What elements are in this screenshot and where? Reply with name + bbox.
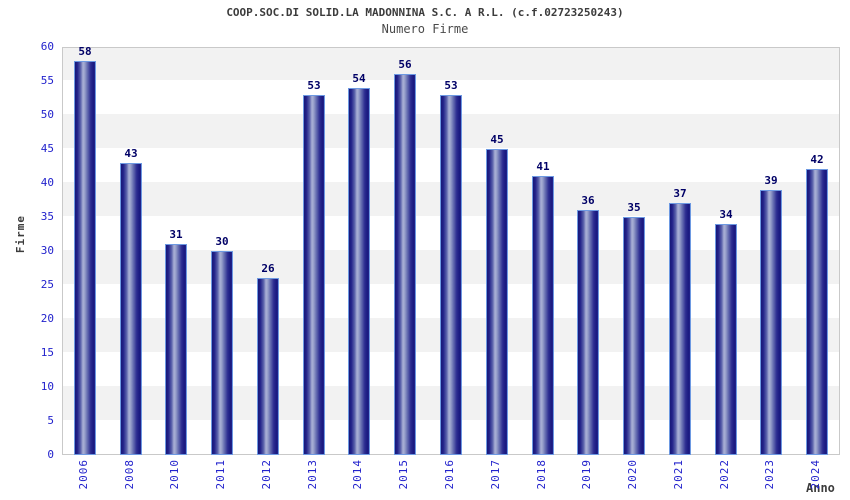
bar-2016 — [440, 95, 462, 455]
bar-value-label: 56 — [398, 58, 412, 71]
x-axis-title: Anno — [806, 481, 835, 495]
y-tick-label: 40 — [40, 176, 54, 189]
bar-value-label: 54 — [352, 72, 366, 85]
bar-2022 — [715, 224, 737, 455]
y-tick-label: 60 — [40, 40, 54, 53]
x-tick-label: 2011 — [214, 459, 227, 490]
y-tick-label: 35 — [40, 210, 54, 223]
y-tick-label: 50 — [40, 108, 54, 121]
x-tick-label: 2008 — [123, 459, 136, 490]
bar-value-label: 45 — [490, 133, 504, 146]
bar-2019 — [577, 210, 599, 455]
x-tick-label: 2020 — [626, 459, 639, 490]
x-tick-label: 2023 — [763, 459, 776, 490]
y-tick-label: 45 — [40, 142, 54, 155]
bar-value-label: 42 — [810, 153, 824, 166]
x-tick-label: 2014 — [351, 459, 364, 490]
bar-value-label: 53 — [444, 79, 458, 92]
bar-value-label: 30 — [215, 235, 229, 248]
bar-value-label: 31 — [169, 228, 183, 241]
x-tick-label: 2013 — [306, 459, 319, 490]
x-tick-label: 2018 — [535, 459, 548, 490]
y-tick-label: 25 — [40, 278, 54, 291]
chart-title: COOP.SOC.DI SOLID.LA MADONNINA S.C. A R.… — [226, 6, 624, 19]
y-tick-label: 55 — [40, 74, 54, 87]
chart-subtitle: Numero Firme — [381, 22, 469, 36]
bar-2017 — [486, 149, 508, 455]
bar-value-label: 53 — [307, 79, 321, 92]
bar-2010 — [165, 244, 187, 455]
bar-2008 — [120, 163, 142, 455]
bar-value-label: 36 — [581, 194, 595, 207]
x-tick-label: 2015 — [397, 459, 410, 490]
bar-value-label: 58 — [78, 45, 92, 58]
bar-2006 — [74, 61, 96, 455]
bar-2021 — [669, 203, 691, 455]
y-tick-label: 30 — [40, 244, 54, 257]
bar-2018 — [532, 176, 554, 455]
bar-2011 — [211, 251, 233, 455]
x-tick-label: 2010 — [168, 459, 181, 490]
bar-2012 — [257, 278, 279, 455]
bar-2023 — [760, 190, 782, 455]
bar-value-label: 35 — [627, 201, 641, 214]
x-tick-label: 2012 — [260, 459, 273, 490]
x-tick-label: 2021 — [672, 459, 685, 490]
y-tick-label: 10 — [40, 380, 54, 393]
bar-2013 — [303, 95, 325, 455]
x-tick-label: 2017 — [489, 459, 502, 490]
bar-2024 — [806, 169, 828, 455]
x-tick-label: 2006 — [77, 459, 90, 490]
bar-2020 — [623, 217, 645, 455]
y-tick-label: 20 — [40, 312, 54, 325]
x-tick-label: 2019 — [580, 459, 593, 490]
bar-value-label: 39 — [764, 174, 778, 187]
y-tick-label: 0 — [47, 448, 54, 461]
bar-value-label: 26 — [261, 262, 275, 275]
bar-value-label: 43 — [124, 147, 138, 160]
x-tick-label: 2022 — [718, 459, 731, 490]
y-tick-label: 5 — [47, 414, 54, 427]
bar-value-label: 41 — [536, 160, 550, 173]
bar-2015 — [394, 74, 416, 455]
bar-value-label: 37 — [673, 187, 687, 200]
x-tick-label: 2016 — [443, 459, 456, 490]
y-tick-label: 15 — [40, 346, 54, 359]
bar-2014 — [348, 88, 370, 455]
bar-value-label: 34 — [719, 208, 733, 221]
x-tick-label: 2024 — [809, 459, 822, 490]
